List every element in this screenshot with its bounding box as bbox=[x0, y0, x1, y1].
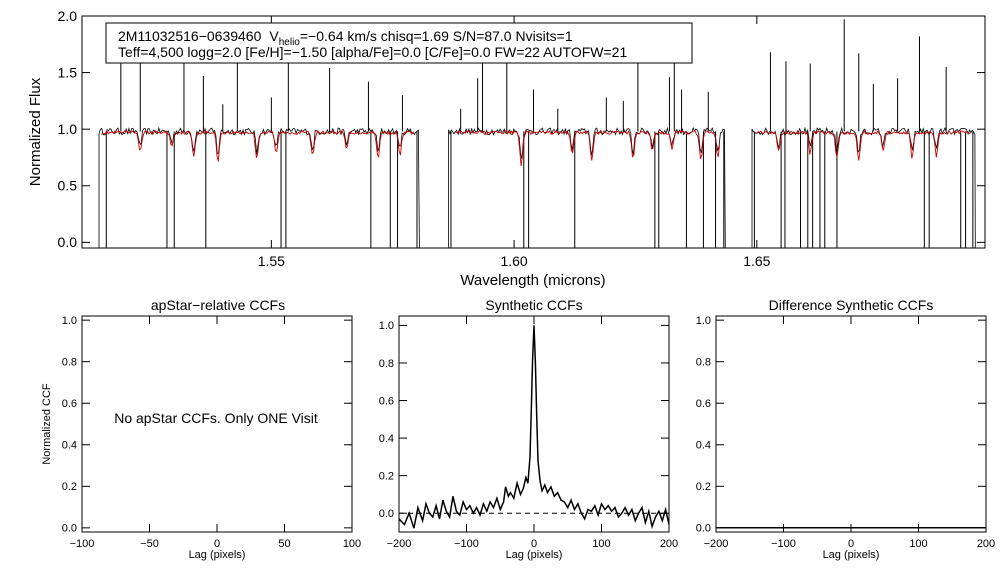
info-box-frame bbox=[105, 22, 693, 64]
difference-ccf-xtick-label: −100 bbox=[771, 538, 796, 550]
synthetic-ccf-ytick-label: 1.0 bbox=[379, 320, 394, 332]
apstar-ccf-ytick-label: 0.8 bbox=[62, 357, 77, 369]
spectrum-ytick-label: 1.0 bbox=[58, 121, 78, 137]
spectrum-xtick-label: 1.60 bbox=[500, 253, 527, 269]
synthetic-ccf-ytick-label: 0.0 bbox=[379, 508, 394, 520]
spectrum-ytick-label: 0.0 bbox=[58, 234, 78, 250]
difference-ccf-axes: −200 −100 0 100 200 0.0 0.2 0.4 0.6 0.8 1.0 bbox=[696, 315, 995, 550]
spectrum-xlabel: Wavelength (microns) bbox=[460, 272, 605, 289]
apstar-ccf-xtick-label: 0 bbox=[214, 538, 220, 550]
synthetic-ccf-ytick-label: 0.2 bbox=[379, 471, 394, 483]
difference-ccf-xtick-label: −200 bbox=[704, 538, 729, 550]
difference-ccf-xtick-label: 100 bbox=[909, 538, 927, 550]
synthetic-ccf-ytick-label: 0.6 bbox=[379, 395, 394, 407]
difference-ccf-ytick-label: 0.6 bbox=[696, 398, 711, 410]
info-v-prefix: V bbox=[269, 28, 279, 44]
synthetic-ccf-xtick-label: 200 bbox=[660, 538, 678, 550]
spectrum-info-box: 2M11032516−0639460 Vhelio=−0.64 km/s chis… bbox=[105, 22, 693, 64]
synthetic-ccf-xlabel: Lag (pixels) bbox=[506, 549, 563, 561]
synthetic-ccf-xtick-label: −100 bbox=[454, 538, 479, 550]
observed-spectrum-segment bbox=[448, 126, 726, 249]
spectrum-panel: 1.55 1.60 1.65 0.0 0.5 1.0 1.5 2.0 Normalized F… bbox=[27, 8, 986, 289]
spectrum-axes: 1.55 1.60 1.65 0.0 0.5 1.0 1.5 2.0 bbox=[58, 8, 985, 269]
synthetic-ccf-line bbox=[398, 325, 670, 530]
apstar-ccf-annotation: No apStar CCFs. Only ONE Visit bbox=[114, 410, 318, 426]
difference-ccf-xtick-label: 200 bbox=[977, 538, 995, 550]
apstar-ccf-xtick-label: −50 bbox=[140, 538, 159, 550]
synthetic-ccf-xtick-label: −200 bbox=[387, 538, 412, 550]
difference-ccf-ytick-label: 0.8 bbox=[696, 357, 711, 369]
spectrum-ytick-label: 1.5 bbox=[58, 64, 78, 80]
difference-ccf-title: Difference Synthetic CCFs bbox=[769, 297, 934, 313]
apstar-ccf-ytick-label: 0.2 bbox=[62, 481, 77, 493]
info-line-2: Teff=4,500 logg=2.0 [Fe/H]=−1.50 [alpha/… bbox=[118, 44, 627, 60]
synthetic-ccf-title: Synthetic CCFs bbox=[485, 297, 582, 313]
apstar-ccf-xtick-label: −100 bbox=[70, 538, 95, 550]
synthetic-ccf-ytick-label: 0.8 bbox=[379, 358, 394, 370]
difference-ccf-frame bbox=[715, 315, 987, 533]
apstar-ccf-panel: apStar−relative CCFs −100 −50 0 50 100 0.0 0.2… bbox=[41, 297, 361, 561]
apstar-ccf-title: apStar−relative CCFs bbox=[151, 297, 285, 313]
spectrum-ylabel: Normalized Flux bbox=[27, 77, 44, 186]
apstar-ccf-ytick-label: 1.0 bbox=[62, 315, 77, 327]
synthetic-ccf-frame bbox=[398, 315, 670, 533]
info-v-sub: helio bbox=[279, 37, 301, 48]
synthetic-ccf-ytick-label: 0.4 bbox=[379, 433, 394, 445]
difference-ccf-xtick-label: 0 bbox=[848, 538, 854, 550]
spectrum-frame bbox=[81, 15, 986, 249]
difference-ccf-ytick-label: 0.0 bbox=[696, 523, 711, 535]
synthetic-ccf-xtick-label: 0 bbox=[531, 538, 537, 550]
info-star-id: 2M11032516−0639460 bbox=[118, 28, 262, 44]
ccf-ylabel: Normalized CCF bbox=[41, 383, 53, 465]
difference-ccf-ytick-label: 0.4 bbox=[696, 440, 711, 452]
apstar-ccf-xlabel: Lag (pixels) bbox=[189, 549, 246, 561]
synthetic-ccf-xtick-label: 100 bbox=[592, 538, 610, 550]
synthetic-ccf-axes: −200 −100 0 100 200 0.0 0.2 0.4 0.6 0.8 1.0 bbox=[379, 316, 678, 550]
difference-ccf-ytick-label: 0.2 bbox=[696, 481, 711, 493]
observed-spectrum-segment bbox=[751, 126, 976, 249]
apstar-ccf-ytick-label: 0.4 bbox=[62, 440, 77, 452]
spectrum-ytick-label: 0.5 bbox=[58, 178, 78, 194]
apstar-ccf-xtick-label: 100 bbox=[343, 538, 361, 550]
difference-ccf-panel: Difference Synthetic CCFs −200 −100 0 100 20… bbox=[696, 297, 995, 561]
difference-ccf-ytick-label: 1.0 bbox=[696, 315, 711, 327]
apstar-ccf-ytick-label: 0.0 bbox=[62, 523, 77, 535]
synthetic-ccf-plot-area bbox=[398, 325, 670, 530]
spectrum-xtick-label: 1.65 bbox=[743, 253, 770, 269]
spectrum-ytick-label: 2.0 bbox=[58, 8, 78, 24]
synthetic-spectrum-segment bbox=[455, 130, 720, 167]
synthetic-ccf-panel: Synthetic CCFs −200 −100 0 100 200 0.0 0.2 0.4 0… bbox=[379, 297, 678, 561]
info-line-1: 2M11032516−0639460 Vhelio=−0.64 km/s chis… bbox=[118, 28, 573, 48]
synthetic-spectrum-segment bbox=[101, 130, 415, 162]
apstar-ccf-ytick-label: 0.6 bbox=[62, 398, 77, 410]
info-v-rest: =−0.64 km/s chisq=1.69 S/N=87.0 Nvisits=… bbox=[300, 28, 573, 44]
spectrum-xtick-label: 1.55 bbox=[258, 253, 285, 269]
synthetic-spectrum-segment bbox=[756, 129, 971, 161]
difference-ccf-xlabel: Lag (pixels) bbox=[823, 549, 880, 561]
apstar-ccf-axes: −100 −50 0 50 100 0.0 0.2 0.4 0.6 0.8 1.0 bbox=[62, 315, 361, 550]
apstar-ccf-xtick-label: 50 bbox=[278, 538, 290, 550]
